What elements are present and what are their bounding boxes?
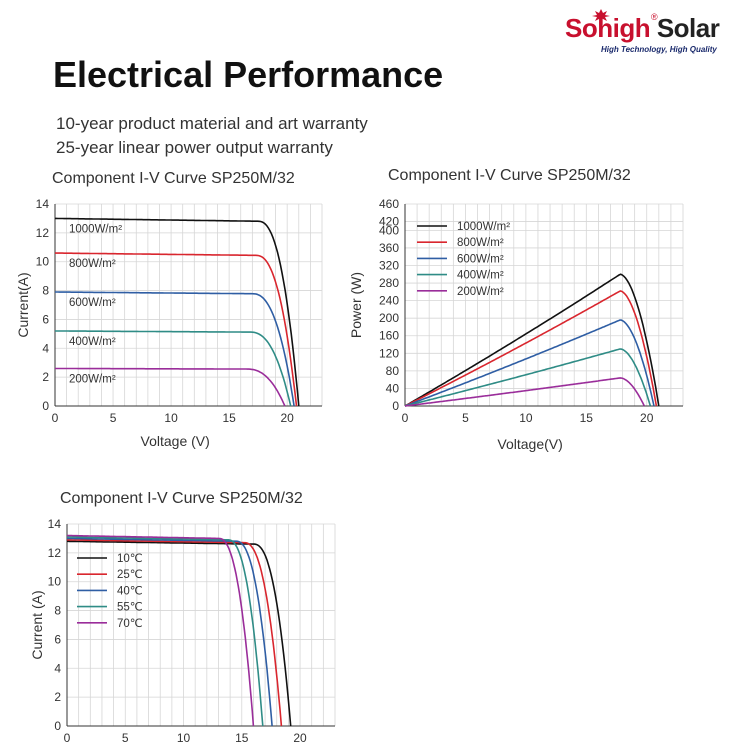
y-tick-label: 80 (386, 364, 400, 378)
y-tick-label: 14 (48, 517, 62, 531)
x-tick-label: 20 (640, 411, 654, 425)
y-tick-label: 10 (48, 575, 62, 589)
series-line (67, 537, 273, 727)
series-line (404, 348, 652, 407)
legend-label: 10℃ (117, 553, 143, 565)
series-line (55, 252, 298, 407)
series-label: 200W/m² (69, 373, 116, 385)
series-line (404, 377, 646, 407)
legend-label: 800W/m² (457, 237, 504, 249)
series-line (55, 330, 292, 407)
legend-label: 1000W/m² (457, 221, 510, 233)
x-axis-label: Voltage(V) (497, 436, 562, 452)
x-tick-label: 15 (222, 411, 236, 425)
warranty-power: 25-year linear power output warranty (56, 138, 333, 157)
x-tick-label: 20 (280, 411, 294, 425)
sun-icon (592, 9, 610, 21)
chart-2: Component I-V Curve SP250M/320 5 10 15 20040… (348, 167, 684, 452)
warranty-product: 10-year product material and art warrant… (56, 114, 368, 133)
series-label: 400W/m² (69, 336, 116, 348)
legend-label: 200W/m² (457, 286, 504, 298)
chart-3: Component I-V Curve SP250M/32 0 5 10 15 20 0 2 4… (29, 490, 336, 750)
x-tick-label: 0 (52, 411, 59, 425)
brand-logo: Sohigh Solar ® High Technology, High Qua… (565, 9, 735, 60)
series-line (67, 539, 283, 727)
y-tick-label: 12 (48, 546, 62, 560)
brand-name-first: Sohigh (565, 13, 651, 43)
y-tick-label: 0 (54, 719, 61, 733)
series-line (55, 367, 286, 407)
legend-label: 25℃ (117, 569, 143, 581)
y-tick-label: 280 (379, 276, 399, 290)
series-line (67, 540, 292, 727)
y-tick-label: 320 (379, 258, 399, 272)
y-tick-label: 4 (54, 661, 61, 675)
series-line (55, 291, 295, 407)
y-axis-label: Power (W) (348, 272, 364, 338)
x-tick-label: 5 (110, 411, 117, 425)
y-tick-label: 6 (42, 312, 49, 326)
chart-1: Component I-V Curve SP250M/32 0 5 10 15 20 0 2 4… (15, 170, 323, 449)
series-line (404, 273, 660, 407)
legend-label: 55℃ (117, 602, 143, 614)
y-tick-label: 12 (36, 226, 50, 240)
y-tick-label: 8 (54, 604, 61, 618)
series-line (404, 319, 655, 407)
y-tick-label: 120 (379, 346, 399, 360)
y-tick-label: 2 (54, 690, 61, 704)
y-tick-label: 10 (36, 255, 50, 269)
x-tick-label: 15 (235, 731, 249, 745)
series-label: 600W/m² (69, 297, 116, 309)
brand-name-second: Solar (656, 13, 720, 43)
x-tick-label: 0 (64, 731, 71, 745)
y-tick-label: 460 (379, 197, 399, 211)
series-line (404, 290, 658, 407)
x-tick-label: 20 (293, 731, 307, 745)
legend-label: 600W/m² (457, 253, 504, 265)
y-tick-label: 240 (379, 294, 399, 308)
x-tick-label: 10 (177, 731, 191, 745)
series-label: 800W/m² (69, 258, 116, 270)
x-tick-label: 0 (402, 411, 409, 425)
series-line (66, 534, 255, 727)
series-line (55, 217, 300, 407)
legend-label: 70℃ (117, 618, 143, 630)
chart-title: Component I-V Curve SP250M/32 (52, 170, 295, 187)
legend-label: 40℃ (117, 585, 143, 597)
brand-tagline: High Technology, High Quality (601, 45, 717, 54)
series-line (67, 536, 264, 727)
legend-label: 400W/m² (457, 270, 504, 282)
y-tick-label: 0 (392, 399, 399, 413)
y-tick-label: 420 (379, 215, 399, 229)
y-tick-label: 14 (36, 197, 50, 211)
y-tick-label: 2 (42, 370, 49, 384)
x-axis-label: Voltage (V) (141, 433, 210, 449)
brand-name: Sohigh Solar (565, 12, 720, 44)
registered-mark: ® (651, 12, 658, 22)
x-tick-label: 10 (519, 411, 533, 425)
x-axis-label: Voltage (V) (153, 747, 222, 750)
x-tick-label: 5 (122, 731, 129, 745)
y-tick-label: 4 (42, 341, 49, 355)
y-axis-label: Current(A) (15, 272, 31, 337)
y-tick-label: 360 (379, 241, 399, 255)
y-tick-label: 40 (386, 381, 400, 395)
chart-title: Component I-V Curve SP250M/32 (60, 490, 303, 507)
chart-title: Component I-V Curve SP250M/32 (388, 167, 631, 184)
x-tick-label: 5 (462, 411, 469, 425)
page-title: Electrical Performance (53, 54, 444, 95)
y-tick-label: 6 (54, 632, 61, 646)
x-tick-label: 10 (164, 411, 178, 425)
y-tick-label: 200 (379, 311, 399, 325)
y-axis-label: Current (A) (29, 590, 45, 659)
x-tick-label: 15 (580, 411, 594, 425)
y-tick-label: 8 (42, 284, 49, 298)
y-tick-label: 160 (379, 329, 399, 343)
y-tick-label: 400 (379, 223, 399, 237)
y-tick-label: 0 (42, 399, 49, 413)
series-label: 1000W/m² (69, 223, 122, 235)
